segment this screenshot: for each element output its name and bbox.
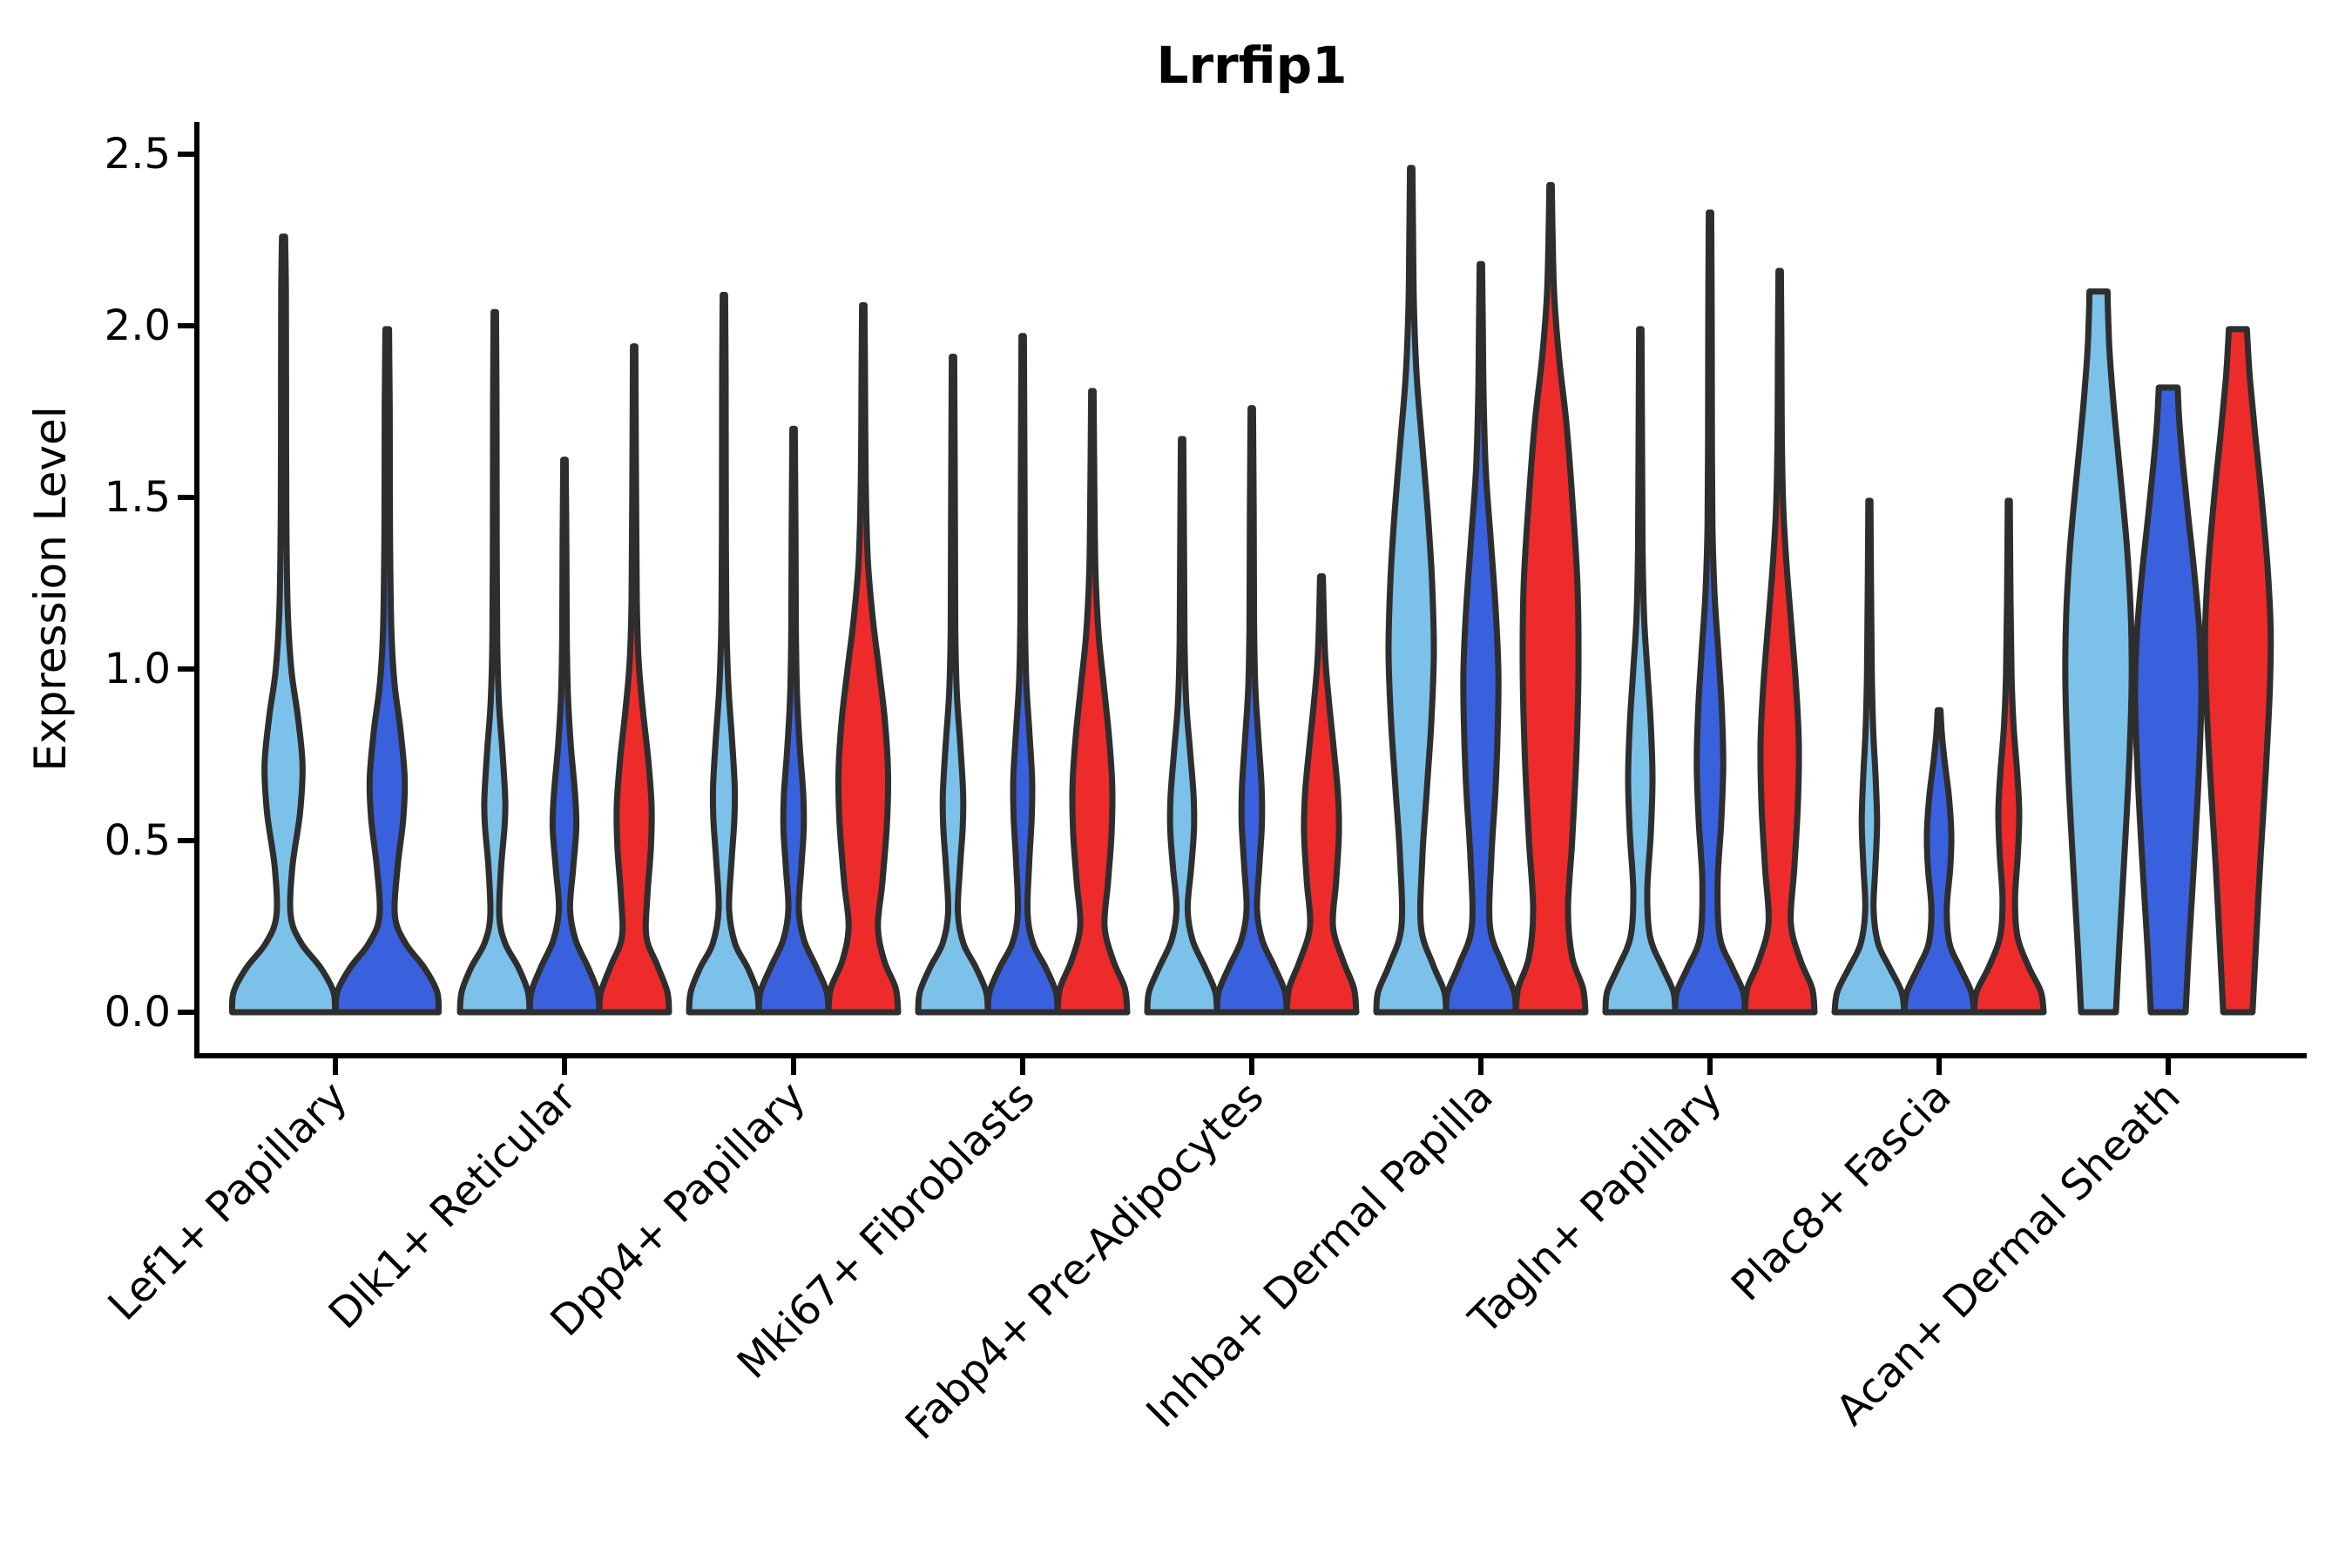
y-tick-label: 2.5 <box>105 130 171 179</box>
violin-tagln-papillary-blue <box>1672 209 1748 1016</box>
violin-acan-dermal-sheath-skyblue <box>2062 288 2135 1016</box>
violin-dlk1-reticular-blue <box>526 456 603 1016</box>
violin-mki67-fibroblasts-blue <box>984 333 1061 1016</box>
violin-mki67-fibroblasts-red <box>1054 388 1131 1016</box>
y-axis-label: Expression Level <box>25 406 76 771</box>
x-tick-label: Plac8+ Fascia <box>1722 1072 1961 1311</box>
y-tick-label: 1.0 <box>105 645 171 693</box>
violin-fabp4-pre-adipocytes-red <box>1283 573 1360 1016</box>
y-tick-label: 2.0 <box>105 301 171 350</box>
violin-plac8-fascia-skyblue <box>1831 497 1908 1016</box>
violin-lef1-papillary-skyblue <box>228 233 339 1016</box>
x-tick-label: Tagln+ Papillary <box>1459 1072 1731 1344</box>
violin-fabp4-pre-adipocytes-skyblue <box>1144 436 1220 1016</box>
violin-plac8-fascia-red <box>1970 497 2047 1016</box>
violin-dlk1-reticular-red <box>596 343 672 1016</box>
violin-dlk1-reticular-skyblue <box>456 308 533 1016</box>
x-tick-label: Dlk1+ Reticular <box>320 1072 586 1339</box>
violin-acan-dermal-sheath-blue <box>2132 384 2205 1016</box>
violin-lef1-papillary-blue <box>332 326 443 1016</box>
y-tick-label: 1.5 <box>105 473 171 522</box>
violin-mki67-fibroblasts-skyblue <box>915 354 991 1016</box>
violin-fabp4-pre-adipocytes-blue <box>1213 405 1290 1016</box>
violin-inhba-dermal-papilla-blue <box>1443 260 1519 1016</box>
violin-inhba-dermal-papilla-red <box>1512 182 1589 1016</box>
violin-tagln-papillary-red <box>1741 267 1818 1016</box>
x-tick-label: Lef1+ Papillary <box>99 1072 357 1330</box>
y-tick-label: 0.0 <box>105 988 171 1037</box>
violin-dpp4-papillary-skyblue <box>686 292 762 1016</box>
violin-dpp4-papillary-blue <box>755 425 832 1016</box>
violin-plac8-fascia-blue <box>1901 706 1977 1016</box>
y-tick-label: 0.5 <box>105 816 171 865</box>
x-tick-label: Dpp4+ Papillary <box>541 1072 814 1346</box>
plot-title: Lrrfip1 <box>1156 36 1347 95</box>
violin-dpp4-papillary-red <box>825 301 902 1016</box>
violin-acan-dermal-sheath-red <box>2201 326 2274 1016</box>
violin-inhba-dermal-papilla-skyblue <box>1373 165 1450 1016</box>
violin-tagln-papillary-skyblue <box>1602 326 1679 1016</box>
